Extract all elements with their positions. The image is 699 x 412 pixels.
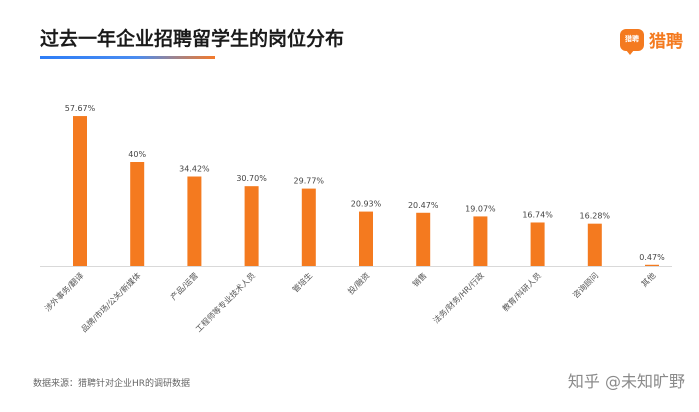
bar (244, 186, 259, 266)
title-underline (40, 56, 215, 59)
data-label: 34.42% (179, 165, 210, 174)
x-tick-label: 其他 (639, 270, 657, 288)
x-tick-label: 投/融资 (345, 270, 371, 296)
data-source-note: 数据来源：猎聘针对企业HR的调研数据 (33, 379, 191, 389)
bar (73, 116, 87, 266)
data-label: 40% (128, 150, 146, 159)
data-label: 16.28% (580, 212, 611, 221)
data-label: 20.93% (351, 200, 382, 209)
data-label: 0.47% (639, 253, 665, 262)
data-label: 29.77% (294, 177, 325, 186)
x-tick-label: 教育/科研人员 (500, 270, 543, 313)
data-label: 19.07% (465, 204, 496, 213)
x-tick-label: 销售 (410, 270, 428, 288)
bar (587, 223, 602, 266)
brand-name: 猎聘 (649, 32, 683, 52)
x-tick-label: 咨询顾问 (571, 270, 601, 300)
bar (530, 222, 545, 266)
x-tick-label: 产品/运营 (168, 270, 200, 302)
brand-icon-text: 猎聘 (625, 35, 639, 43)
x-tick-label: 管培生 (290, 270, 314, 294)
data-label: 20.47% (408, 201, 439, 210)
data-label: 16.74% (522, 210, 553, 219)
bar (359, 211, 373, 266)
bar (416, 212, 431, 266)
bar (473, 216, 488, 266)
watermark: 知乎 @未知旷野 (567, 372, 685, 391)
bar (187, 176, 202, 266)
chat-bubble-icon: 猎聘 (620, 28, 644, 55)
brand-logo: 猎聘 猎聘 (620, 27, 683, 55)
x-tick-label: 涉外事务/翻译 (42, 270, 85, 313)
bar (645, 264, 659, 266)
bar (130, 162, 145, 266)
x-tick-label: 法务/财务/HR/行政 (431, 270, 486, 325)
x-tick-label: 工程师等专业技术人员 (193, 270, 257, 334)
data-label: 57.67% (65, 104, 96, 113)
page-title: 过去一年企业招聘留学生的岗位分布 (40, 28, 345, 50)
data-label: 30.70% (236, 174, 267, 183)
bar (301, 188, 316, 266)
x-tick-label: 品牌/市场/公关/新媒体 (79, 270, 143, 334)
